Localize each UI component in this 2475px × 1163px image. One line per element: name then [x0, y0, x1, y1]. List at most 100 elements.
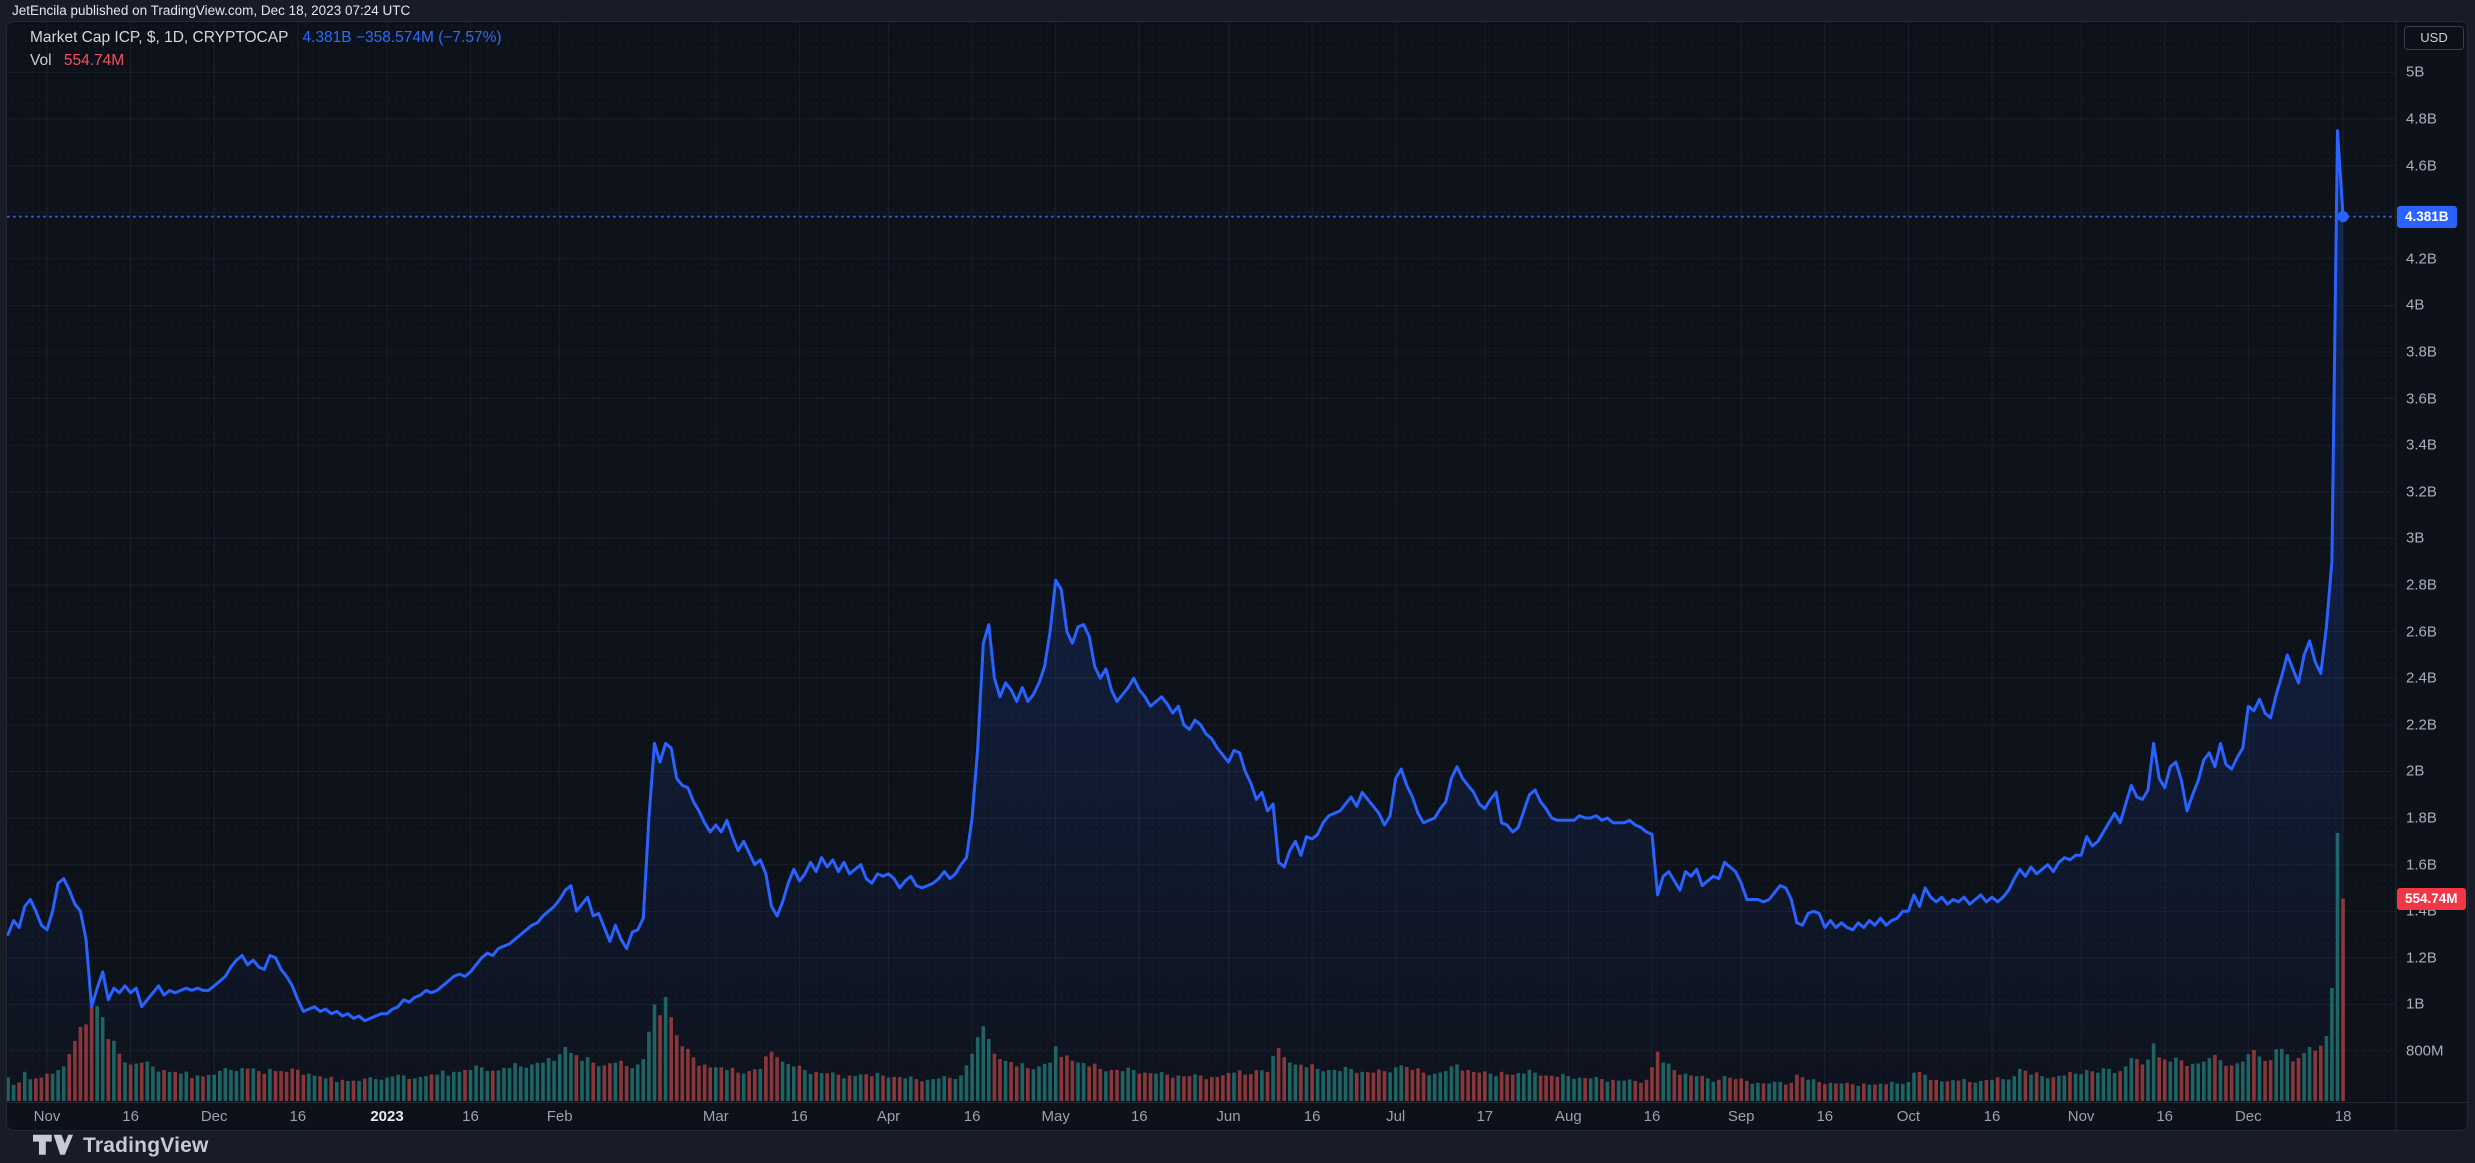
x-axis-label: 17 [1476, 1108, 1494, 1125]
volume-bar [257, 1071, 261, 1101]
volume-bar [1784, 1084, 1788, 1101]
x-axis-label: Jun [1216, 1108, 1241, 1125]
y-axis-label: 1.6B [2406, 856, 2437, 874]
volume-bar [162, 1070, 166, 1101]
volume-bar [1109, 1070, 1114, 1101]
volume-bar [1349, 1068, 1353, 1101]
volume-bar [1098, 1068, 1103, 1101]
symbol-title[interactable]: Market Cap ICP, $, 1D, CRYPTOCAP [30, 29, 289, 46]
x-axis-label: 16 [122, 1108, 139, 1125]
volume-bar [1666, 1063, 1671, 1101]
y-axis-label: 4.6B [2406, 157, 2437, 175]
y-axis-label: 3B [2406, 529, 2425, 547]
x-axis-label: May [1041, 1108, 1070, 1125]
volume-bar [585, 1057, 590, 1101]
volume-bar [457, 1071, 462, 1101]
footer-brand[interactable]: TradingView [33, 1133, 209, 1159]
volume-bar [435, 1074, 439, 1101]
volume-bar [362, 1078, 367, 1101]
volume-bar [151, 1066, 155, 1101]
volume-bar [1009, 1062, 1013, 1101]
volume-bar [1081, 1063, 1086, 1101]
volume-bar [279, 1070, 283, 1101]
volume-bar [2157, 1057, 2161, 1101]
volume-bar [2324, 1036, 2329, 1101]
volume-bar [2319, 1045, 2323, 1101]
volume-bar [1873, 1084, 1877, 1101]
x-axis-label: 16 [2156, 1108, 2174, 1125]
volume-bar [1850, 1084, 1855, 1101]
volume-bar [1834, 1083, 1838, 1101]
volume-bar [1800, 1077, 1805, 1101]
volume-bar [179, 1073, 183, 1101]
volume-bar [1087, 1066, 1091, 1101]
x-axis-label: Dec [2234, 1108, 2262, 1125]
volume-bar [1059, 1056, 1064, 1101]
volume-bar [847, 1075, 852, 1101]
volume-bar [1594, 1077, 1599, 1101]
volume-bar [1299, 1064, 1303, 1101]
volume-bar [1210, 1076, 1214, 1101]
volume-bar [1483, 1071, 1487, 1101]
currency-toggle-button[interactable]: USD [2404, 26, 2464, 50]
volume-bar [1605, 1081, 1610, 1101]
volume-bar [1282, 1057, 1286, 1101]
volume-bar [1706, 1078, 1710, 1101]
volume-bar [1600, 1079, 1604, 1101]
y-axis-label: 2.2B [2406, 716, 2437, 734]
volume-bar [1354, 1072, 1359, 1101]
volume-bar [875, 1072, 880, 1101]
volume-bar [340, 1079, 345, 1101]
volume-bar [1265, 1071, 1270, 1101]
volume-bar [2285, 1054, 2290, 1101]
volume-bar [708, 1067, 712, 1101]
x-axis-label: Nov [33, 1108, 61, 1125]
volume-bar [1421, 1072, 1426, 1101]
volume-bar [870, 1076, 874, 1101]
volume-bar [1366, 1072, 1370, 1101]
volume-bar [1042, 1063, 1047, 1101]
volume-bar [284, 1071, 289, 1101]
volume-bar [323, 1078, 328, 1101]
volume-bar [1215, 1077, 1220, 1101]
y-axis-label: 3.6B [2406, 390, 2437, 408]
volume-bar [1432, 1073, 1437, 1101]
volume-bar [1221, 1075, 1225, 1101]
volume-bar [1789, 1082, 1794, 1101]
volume-bar [1940, 1081, 1944, 1101]
x-axis-label: 2023 [370, 1108, 404, 1125]
volume-bar [1806, 1079, 1810, 1101]
volume-bar [1499, 1071, 1504, 1101]
volume-bar [61, 1066, 66, 1101]
volume-bar [1304, 1067, 1309, 1101]
volume-bar [268, 1068, 272, 1101]
volume-bar [975, 1037, 980, 1101]
volume-bar [1332, 1069, 1337, 1101]
volume-bar [1382, 1071, 1387, 1101]
volume-bar [1154, 1073, 1158, 1101]
volume-bar [1795, 1074, 1799, 1101]
volume-bar [1979, 1080, 1983, 1101]
volume-bar [1377, 1069, 1381, 1101]
volume-bar [2118, 1071, 2122, 1101]
volume-bar [396, 1074, 400, 1101]
x-axis-label: Dec [200, 1108, 228, 1125]
volume-bar [2313, 1050, 2317, 1101]
volume-bar [1315, 1068, 1320, 1101]
volume-bar [190, 1078, 194, 1101]
volume-bar [1611, 1079, 1615, 1101]
volume-bar [1561, 1074, 1565, 1101]
volume-bar [1912, 1072, 1916, 1101]
volume-bar [201, 1076, 205, 1101]
volume-bar [2241, 1061, 2245, 1101]
volume-bar [491, 1070, 495, 1101]
volume-bar [658, 1015, 662, 1101]
volume-bar [2174, 1057, 2178, 1101]
volume-bar [145, 1061, 150, 1101]
volume-bar [28, 1079, 33, 1101]
volume-bar [2123, 1066, 2128, 1101]
x-axis-label: Mar [702, 1108, 729, 1125]
volume-bar [95, 1006, 99, 1101]
volume-bar [591, 1062, 595, 1101]
